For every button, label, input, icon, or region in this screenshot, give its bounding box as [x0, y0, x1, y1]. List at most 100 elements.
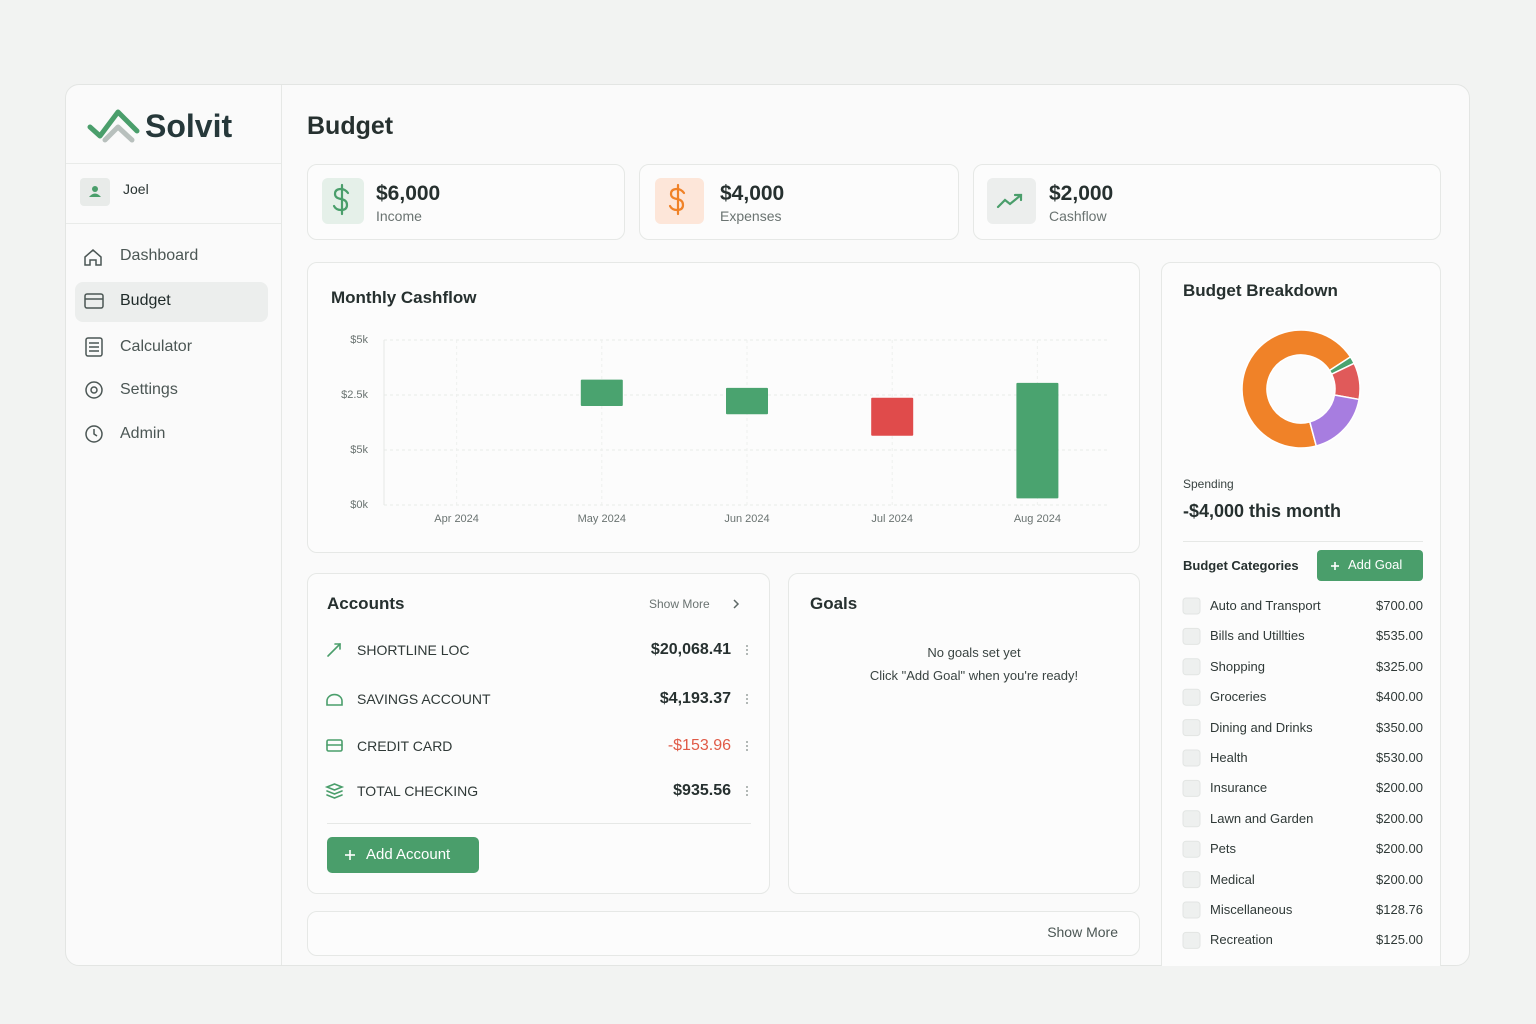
- account-name[interactable]: TOTAL CHECKING: [357, 783, 479, 799]
- category-name[interactable]: Shopping: [1210, 658, 1265, 674]
- account-name[interactable]: SAVINGS ACCOUNT: [357, 691, 491, 707]
- summary-label: Cashflow: [1049, 208, 1107, 224]
- user-name: Joel: [123, 181, 149, 197]
- nav-item[interactable]: Budget: [120, 292, 171, 309]
- category-amount: $200.00: [1376, 871, 1423, 887]
- add-goal-label[interactable]: Add Goal: [1348, 557, 1403, 572]
- show-more-chevron[interactable]: [733, 599, 740, 609]
- accounts-show-more[interactable]: Show More: [649, 597, 710, 611]
- category-checkbox: [1182, 840, 1201, 858]
- donut-segment: [1308, 394, 1360, 447]
- row-menu-dot: [746, 749, 748, 751]
- user-icon: [89, 186, 101, 197]
- category-name[interactable]: Insurance: [1210, 780, 1268, 796]
- category-amount: $325.00: [1376, 658, 1423, 674]
- row-menu-dot: [746, 745, 748, 747]
- breakdown-divider: [1183, 541, 1423, 542]
- goals-empty: No goals set yet: [927, 645, 1021, 660]
- category-name[interactable]: Pets: [1210, 841, 1237, 857]
- row-menu-dot: [746, 702, 748, 704]
- category-checkbox: [1182, 688, 1201, 706]
- goals-hint: Click "Add Goal" when you're ready!: [869, 668, 1079, 683]
- nav-icons: [84, 249, 104, 443]
- nav-item[interactable]: Admin: [120, 425, 166, 442]
- spending-label: Spending: [1183, 477, 1234, 491]
- row-menu-dot: [746, 741, 748, 743]
- category-name[interactable]: Groceries: [1210, 689, 1267, 705]
- x-tick-label: Jun 2024: [724, 513, 769, 525]
- row-menu-dot: [746, 790, 748, 792]
- row-menu-dot: [746, 645, 748, 647]
- row-menu-dot: [746, 794, 748, 796]
- summary-label: Income: [376, 208, 422, 224]
- category-checkbox: [1182, 749, 1201, 767]
- logo-mark: [87, 109, 140, 143]
- category-amount: $200.00: [1376, 810, 1423, 826]
- summary-value: $6,000: [376, 182, 441, 205]
- nav-item[interactable]: Settings: [120, 381, 178, 398]
- category-amount: $350.00: [1376, 719, 1423, 735]
- category-amount: $530.00: [1376, 750, 1423, 765]
- category-name[interactable]: Lawn and Garden: [1210, 810, 1314, 826]
- cashflow-icon-bg: [987, 178, 1036, 224]
- button-plus-icons: [345, 562, 1339, 860]
- expenses-icon-bg: [655, 178, 704, 224]
- accounts-title: Accounts: [327, 594, 405, 613]
- cashflow-card: [973, 164, 1441, 240]
- account-icons: [324, 643, 345, 799]
- y-axis-label: $0k: [350, 499, 368, 511]
- category-name[interactable]: Bills and Utillties: [1210, 628, 1305, 644]
- brand: Solvit: [145, 108, 233, 144]
- summary-label: Expenses: [720, 208, 782, 224]
- account-amount: $935.56: [673, 782, 731, 799]
- cashflow-bar: [1016, 382, 1059, 499]
- goals-card: [788, 573, 1140, 894]
- category-checkbox: [1182, 871, 1201, 889]
- category-name[interactable]: Auto and Transport: [1210, 598, 1321, 613]
- nav-item[interactable]: Calculator: [120, 338, 193, 355]
- breakdown-card: [1161, 262, 1441, 982]
- chart-title: Monthly Cashflow: [331, 288, 477, 307]
- x-tick-label: Apr 2024: [434, 513, 479, 525]
- category-name[interactable]: Recreation: [1210, 932, 1273, 948]
- category-name[interactable]: Dining and Drinks: [1210, 719, 1313, 735]
- category-checkbox: [1182, 658, 1201, 676]
- row-menu-dot: [746, 786, 748, 788]
- bottom-mask: [1150, 966, 1470, 1006]
- footer-bar: [307, 911, 1140, 956]
- category-name[interactable]: Medical: [1210, 871, 1255, 887]
- cashflow-bar: [871, 397, 914, 436]
- summary-icons: [332, 183, 1023, 216]
- account-name[interactable]: SHORTLINE LOC: [357, 642, 470, 658]
- category-name[interactable]: Miscellaneous: [1210, 902, 1293, 917]
- category-amount: $128.76: [1376, 902, 1423, 917]
- page-title: Budget: [307, 112, 394, 140]
- goals-title: Goals: [810, 594, 858, 613]
- y-axis-label: $5k: [350, 444, 368, 456]
- x-tick-label: Jul 2024: [871, 513, 913, 525]
- logo-divider: [66, 163, 281, 164]
- account-amount: $20,068.41: [650, 641, 731, 658]
- category-checkbox: [1182, 597, 1201, 615]
- category-amount: $125.00: [1376, 932, 1423, 948]
- add-account-label[interactable]: Add Account: [366, 846, 451, 863]
- user-divider: [66, 223, 281, 224]
- category-name[interactable]: Health: [1210, 750, 1248, 765]
- footer-show-more[interactable]: Show More: [1047, 924, 1118, 940]
- category-amount: $535.00: [1376, 628, 1423, 644]
- category-checkbox: [1182, 779, 1201, 797]
- category-amount: $400.00: [1376, 689, 1423, 705]
- nav-item[interactable]: Dashboard: [120, 247, 199, 264]
- category-amount: $700.00: [1376, 598, 1423, 613]
- summary-value: $2,000: [1049, 182, 1114, 205]
- category-checkbox: [1182, 810, 1201, 828]
- x-tick-label: May 2024: [578, 513, 626, 525]
- cashflow-bar: [726, 387, 768, 415]
- account-amount: $4,193.37: [659, 690, 731, 707]
- row-menu-dot: [746, 653, 748, 655]
- account-amount: -$153.96: [667, 737, 731, 754]
- account-name[interactable]: CREDIT CARD: [357, 738, 453, 754]
- category-amount: $200.00: [1376, 780, 1423, 796]
